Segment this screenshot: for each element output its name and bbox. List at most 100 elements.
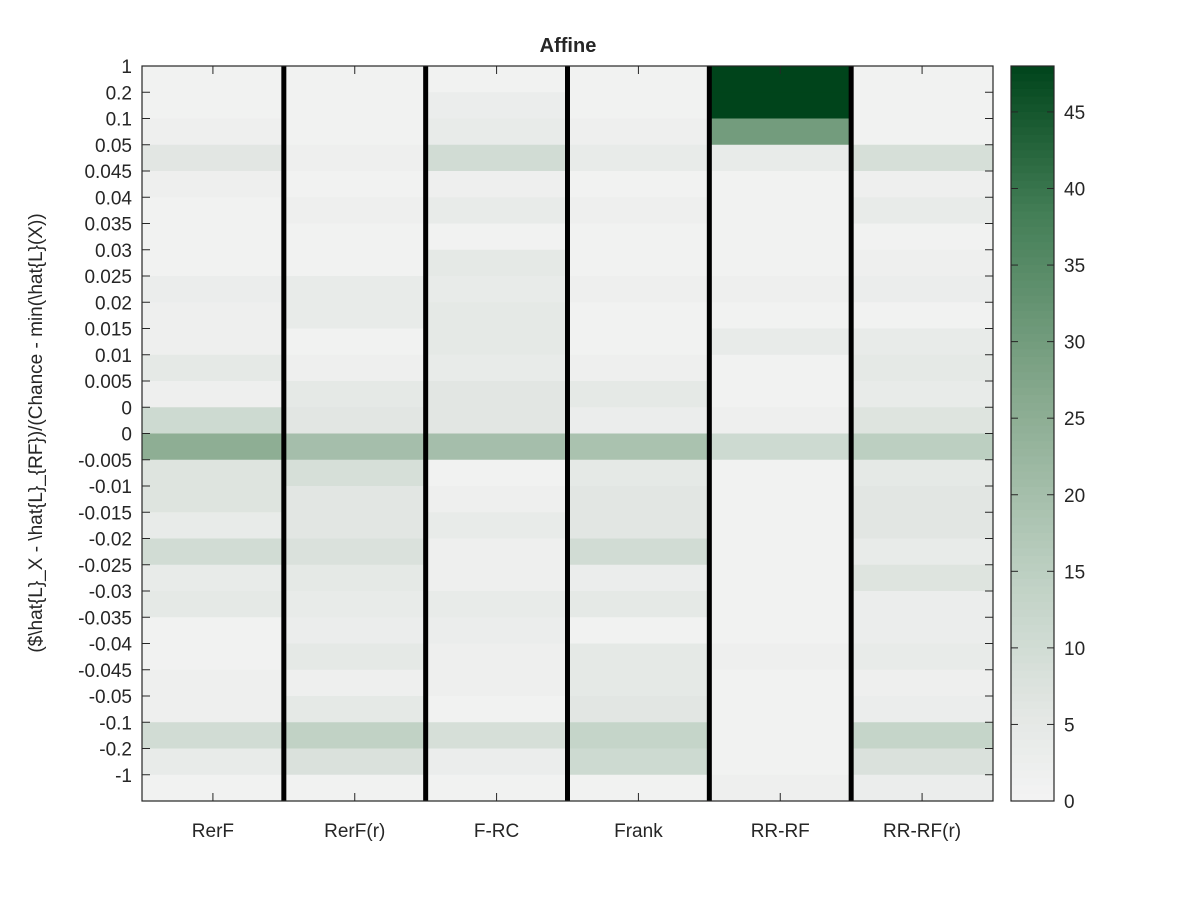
- y-tick-label: 0: [121, 425, 132, 446]
- colorbar-swatch: [1011, 104, 1054, 113]
- heatmap-cell: [142, 696, 285, 723]
- heatmap-cell: [425, 617, 569, 645]
- y-tick-label: 0.1: [106, 110, 132, 131]
- column-separators: [281, 66, 854, 801]
- colorbar-tick-label: 45: [1064, 103, 1085, 124]
- colorbar-swatch: [1011, 655, 1054, 664]
- heatmap-cell: [567, 381, 710, 408]
- colorbar-swatch: [1011, 632, 1054, 641]
- y-tick-label: -0.02: [89, 530, 132, 551]
- heatmap-cell: [425, 407, 569, 435]
- colorbar-swatch: [1011, 88, 1054, 98]
- colorbar-swatch: [1011, 219, 1054, 228]
- colorbar-swatch: [1011, 525, 1054, 534]
- heatmap-cell: [709, 197, 852, 225]
- y-axis-ticks: 1 0.2 0.1 0.05 0.045 0.04 0.035 0.03 0.025 0.02 0.…: [78, 57, 993, 802]
- colorbar-swatch: [1011, 211, 1054, 220]
- colorbar-swatch: [1011, 119, 1054, 128]
- heatmap-cell: [425, 486, 569, 513]
- heatmap-cell: [425, 696, 569, 723]
- x-tick-label: RerF: [192, 821, 234, 842]
- colorbar-swatch: [1011, 280, 1054, 289]
- heatmap-cell: [709, 459, 852, 487]
- heatmap-cell: [142, 748, 285, 776]
- y-tick-label: 0.005: [84, 372, 132, 393]
- heatmap-cell: [851, 722, 994, 750]
- heatmap-cell: [283, 302, 427, 330]
- heatmap-cell: [851, 118, 994, 146]
- colorbar-swatch: [1011, 770, 1054, 779]
- colorbar-swatch: [1011, 73, 1054, 82]
- heatmap-cell: [567, 407, 710, 435]
- heatmap-cell: [851, 512, 994, 540]
- colorbar-tick-label: 10: [1064, 639, 1085, 660]
- heatmap-cell: [567, 197, 710, 225]
- colorbar-tick-label: 0: [1064, 792, 1075, 813]
- heatmap-cell: [709, 354, 852, 382]
- colorbar-swatch: [1011, 356, 1054, 366]
- heatmap-cell: [425, 722, 569, 750]
- y-axis-label: ($\hat{L}_X - \hat{L}_{RF})/(Chance - mi…: [26, 213, 47, 652]
- colorbar-swatch: [1011, 272, 1054, 281]
- y-tick-label: -0.01: [89, 477, 132, 498]
- heatmap-cell: [567, 591, 710, 618]
- heatmap-cell: [851, 276, 994, 303]
- heatmap-cell: [567, 144, 710, 172]
- heatmap-cell: [567, 538, 710, 566]
- heatmap-cell: [709, 433, 852, 461]
- heatmap-cell: [142, 92, 285, 120]
- heatmap-cell: [425, 223, 569, 251]
- chart-title: Affine: [540, 35, 597, 57]
- heatmap-cell: [283, 171, 427, 198]
- colorbar-swatch: [1011, 249, 1054, 259]
- heatmap-cell: [851, 144, 994, 172]
- heatmap-cell: [283, 276, 427, 303]
- x-tick-label: RR-RF: [751, 821, 810, 842]
- heatmap-cell: [709, 407, 852, 435]
- colorbar-swatch: [1011, 709, 1054, 718]
- heatmap-cell: [425, 118, 569, 146]
- colorbar-swatch: [1011, 670, 1054, 680]
- y-tick-label: 0.04: [95, 188, 132, 209]
- heatmap-cell: [142, 144, 285, 172]
- heatmap-cell: [567, 118, 710, 146]
- x-tick-label: RerF(r): [324, 821, 385, 842]
- heatmap-cell: [142, 591, 285, 618]
- y-tick-label: 1: [121, 57, 132, 78]
- y-tick-label: 0.03: [95, 241, 132, 262]
- colorbar-swatch: [1011, 448, 1054, 458]
- colorbar-swatch: [1011, 173, 1054, 182]
- colorbar-swatch: [1011, 701, 1054, 710]
- heatmap-cell: [142, 381, 285, 408]
- heatmap-cell: [567, 249, 710, 277]
- colorbar-swatch: [1011, 732, 1054, 741]
- colorbar-swatch: [1011, 127, 1054, 136]
- colorbar-tick-label: 5: [1064, 715, 1075, 736]
- heatmap-cell: [567, 512, 710, 540]
- heatmap-cell: [283, 459, 427, 487]
- heatmap-cell: [283, 643, 427, 671]
- y-tick-label: 0.035: [84, 215, 132, 236]
- colorbar-swatch: [1011, 349, 1054, 358]
- heatmap-cell: [851, 302, 994, 330]
- colorbar-swatch: [1011, 624, 1054, 634]
- colorbar-swatch: [1011, 265, 1054, 274]
- heatmap-cell: [425, 354, 569, 382]
- heatmap-cell: [567, 302, 710, 330]
- heatmap-cell: [425, 197, 569, 225]
- heatmap-cell: [142, 354, 285, 382]
- colorbar-swatch: [1011, 716, 1054, 726]
- colorbar-swatch: [1011, 578, 1054, 588]
- heatmap-cell: [142, 407, 285, 435]
- colorbar-swatch: [1011, 418, 1054, 427]
- colorbar-swatch: [1011, 425, 1054, 435]
- heatmap-cell: [283, 407, 427, 435]
- colorbar-swatch: [1011, 341, 1054, 350]
- heatmap-cell: [283, 748, 427, 776]
- heatmap-cell: [709, 643, 852, 671]
- heatmap-cell: [142, 223, 285, 251]
- heatmap-cell: [283, 92, 427, 120]
- heatmap-cell: [709, 223, 852, 251]
- heatmap-cell: [567, 276, 710, 303]
- colorbar-swatch: [1011, 180, 1054, 190]
